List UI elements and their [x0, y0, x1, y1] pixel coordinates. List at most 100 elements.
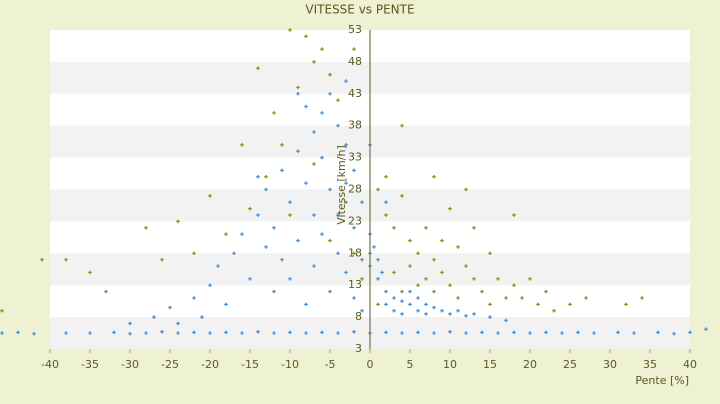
- point: [0, 308, 4, 313]
- point: [560, 331, 564, 335]
- point: [392, 296, 396, 300]
- point: [192, 296, 196, 300]
- x-tick-label: -40: [41, 358, 59, 371]
- point: [408, 238, 412, 243]
- point: [288, 277, 292, 281]
- point: [480, 330, 484, 335]
- point: [296, 85, 300, 90]
- y-tick-label: 23: [348, 214, 362, 227]
- point: [176, 321, 180, 326]
- point: [344, 181, 348, 185]
- point: [408, 264, 412, 268]
- point: [416, 330, 420, 335]
- point: [240, 143, 244, 147]
- point: [272, 289, 276, 294]
- point: [432, 289, 436, 294]
- point: [248, 206, 252, 211]
- point: [440, 270, 444, 275]
- point: [464, 264, 468, 268]
- y-tick-label: 38: [348, 119, 362, 132]
- point: [392, 270, 396, 275]
- point: [208, 331, 212, 335]
- point: [152, 315, 156, 319]
- point: [240, 331, 244, 335]
- point: [320, 330, 324, 335]
- x-tick-label: 30: [603, 358, 617, 371]
- point: [168, 305, 172, 310]
- point: [512, 213, 516, 217]
- point: [160, 257, 164, 262]
- point: [328, 238, 332, 243]
- point: [472, 225, 476, 230]
- point: [688, 330, 692, 335]
- point: [304, 34, 308, 39]
- point: [448, 329, 452, 334]
- x-tick-label: -15: [241, 358, 259, 371]
- point: [320, 47, 324, 51]
- point: [448, 312, 452, 316]
- y-tick-label: 48: [348, 55, 362, 68]
- point: [256, 213, 260, 217]
- y-tick-label: 43: [348, 87, 362, 100]
- point: [424, 277, 428, 281]
- x-tick-label: -25: [161, 358, 179, 371]
- point: [448, 283, 452, 287]
- point: [432, 305, 436, 310]
- chart-title: VITESSE vs PENTE: [305, 3, 414, 17]
- point: [360, 257, 364, 262]
- point: [200, 315, 204, 319]
- x-tick-label: 0: [367, 358, 374, 371]
- point: [296, 149, 300, 154]
- point: [632, 331, 636, 335]
- point: [360, 308, 364, 313]
- point: [264, 174, 268, 179]
- point: [672, 331, 676, 336]
- point: [280, 168, 284, 173]
- point: [312, 130, 316, 134]
- point: [376, 277, 380, 281]
- point: [520, 296, 524, 300]
- point: [512, 283, 516, 287]
- x-tick-label: -20: [201, 358, 219, 371]
- point: [488, 315, 492, 319]
- point: [528, 277, 532, 281]
- point: [304, 104, 308, 109]
- point: [376, 302, 380, 307]
- point: [0, 331, 4, 335]
- point: [312, 213, 316, 217]
- point: [88, 270, 92, 275]
- point: [312, 162, 316, 166]
- point: [176, 331, 180, 335]
- point: [392, 225, 396, 230]
- point: [64, 257, 68, 262]
- point: [144, 331, 148, 335]
- point: [272, 111, 276, 115]
- point: [272, 331, 276, 335]
- point: [128, 321, 132, 326]
- point: [528, 331, 532, 335]
- point: [464, 187, 468, 192]
- point: [328, 92, 332, 96]
- point: [336, 251, 340, 256]
- point: [376, 257, 380, 262]
- point: [440, 308, 444, 313]
- point: [640, 296, 644, 300]
- point: [488, 302, 492, 307]
- point: [312, 264, 316, 268]
- x-tick-label: 35: [643, 358, 657, 371]
- point: [352, 296, 356, 300]
- point: [392, 308, 396, 313]
- point: [288, 213, 292, 217]
- point: [296, 238, 300, 243]
- point: [344, 270, 348, 275]
- point: [336, 123, 340, 128]
- point: [344, 200, 348, 205]
- point: [456, 308, 460, 313]
- point: [400, 299, 404, 303]
- point: [176, 219, 180, 224]
- point: [400, 289, 404, 294]
- point: [240, 232, 244, 236]
- point: [288, 28, 292, 32]
- point: [472, 312, 476, 316]
